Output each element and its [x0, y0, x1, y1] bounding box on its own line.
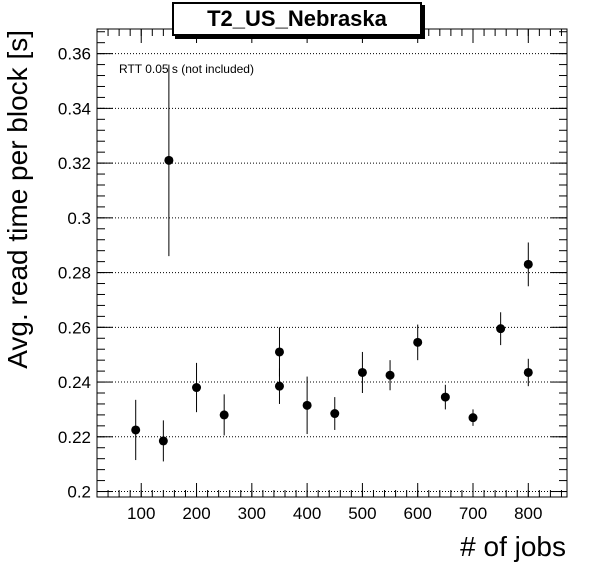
x-tick-label: 200 — [182, 504, 210, 523]
x-tick-label: 100 — [127, 504, 155, 523]
y-tick-label: 0.3 — [67, 209, 91, 228]
data-point — [302, 400, 312, 410]
y-tick-label: 0.32 — [58, 154, 91, 173]
data-point — [164, 155, 174, 165]
y-tick-label: 0.24 — [58, 373, 91, 392]
rtt-annotation: RTT 0.05 s (not included) — [119, 62, 254, 76]
y-tick-label: 0.2 — [67, 483, 91, 502]
data-point — [496, 324, 506, 334]
x-tick-label: 500 — [348, 504, 376, 523]
y-axis-label: Avg. read time per block [s] — [2, 30, 33, 369]
x-tick-label: 800 — [514, 504, 542, 523]
data-point — [219, 410, 229, 420]
x-tick-label: 300 — [238, 504, 266, 523]
data-point — [413, 337, 423, 347]
data-point — [523, 367, 533, 377]
x-tick-label: 400 — [293, 504, 321, 523]
data-point — [158, 436, 168, 446]
data-point — [192, 383, 202, 393]
data-point — [523, 259, 533, 269]
chart-title: T2_US_Nebraska — [172, 2, 422, 36]
y-tick-label: 0.28 — [58, 264, 91, 283]
data-point — [385, 370, 395, 380]
grid-lines — [97, 53, 567, 493]
data-point — [468, 413, 478, 423]
data-point — [357, 367, 367, 377]
data-point — [330, 409, 340, 419]
data-point — [274, 347, 284, 357]
y-tick-label: 0.34 — [58, 99, 91, 118]
plot-frame — [96, 28, 568, 498]
x-tick-label: 700 — [459, 504, 487, 523]
data-points — [131, 64, 533, 462]
axis-ticks — [96, 29, 567, 497]
data-point — [274, 381, 284, 391]
y-tick-label: 0.22 — [58, 428, 91, 447]
x-axis-label: # of jobs — [460, 531, 566, 562]
data-point — [440, 392, 450, 402]
y-tick-label: 0.26 — [58, 318, 91, 337]
tick-labels: 0.2 0.22 0.24 0.26 0.28 0.3 0.32 0.34 0.36 100 200… — [58, 45, 543, 523]
x-tick-label: 600 — [404, 504, 432, 523]
data-point — [131, 425, 141, 435]
y-tick-label: 0.36 — [58, 45, 91, 64]
